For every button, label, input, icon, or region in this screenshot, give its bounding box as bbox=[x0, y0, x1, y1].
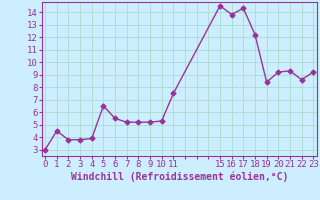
X-axis label: Windchill (Refroidissement éolien,°C): Windchill (Refroidissement éolien,°C) bbox=[70, 172, 288, 182]
